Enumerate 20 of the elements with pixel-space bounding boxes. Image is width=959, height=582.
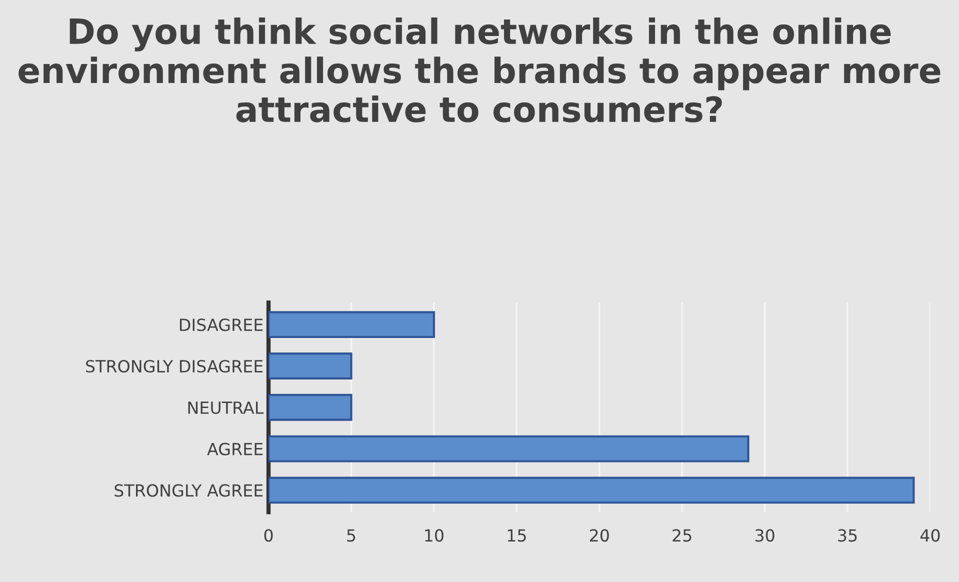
- bar: [268, 435, 750, 462]
- x-tick-label: 15: [508, 529, 526, 542]
- bar: [268, 394, 352, 421]
- bar: [268, 352, 352, 380]
- x-tick-label: 40: [920, 529, 940, 542]
- bar: [268, 476, 915, 504]
- bar: [268, 311, 435, 338]
- y-tick-label: AGREE: [207, 442, 263, 456]
- x-tick-label: 0: [264, 529, 273, 542]
- x-tick-label: 35: [838, 529, 857, 542]
- chart-title: Do you think social networks in the online environment allows the brands to appear more attractive to consumers?: [18, 17, 940, 122]
- y-tick-label: NEUTRAL: [188, 402, 264, 414]
- x-tick-label: 5: [347, 529, 356, 542]
- y-tick-label: STRONGLY DISAGREE: [86, 360, 263, 373]
- y-tick-label: STRONGLY AGREE: [114, 484, 263, 497]
- x-tick-label: 30: [755, 529, 774, 542]
- x-tick-label: 10: [425, 529, 444, 542]
- x-tick-label: 20: [590, 529, 609, 542]
- y-tick-label: DISAGREE: [180, 318, 263, 332]
- x-tick-label: 25: [672, 529, 692, 542]
